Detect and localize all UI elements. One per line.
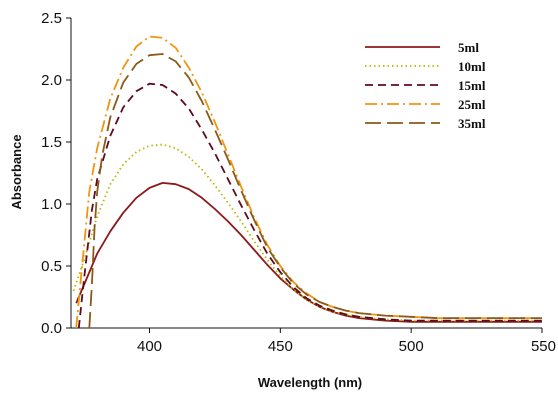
y-tick-label: 1.0 (41, 196, 62, 213)
legend-label-25ml: 25ml (458, 97, 486, 112)
legend-label-10ml: 10ml (458, 59, 486, 74)
y-tick-label: 2.5 (41, 10, 62, 27)
y-tick-label: 2.0 (41, 72, 62, 89)
series-line-10ml (72, 143, 542, 322)
y-tick-label: 0.0 (41, 320, 62, 337)
legend-label-15ml: 15ml (458, 78, 486, 93)
series-lines (72, 35, 542, 329)
series-line-5ml (75, 182, 542, 323)
y-tick-label: 0.5 (41, 258, 62, 275)
series-line-15ml (77, 82, 542, 329)
x-tick-label: 550 (531, 338, 556, 355)
series-line-35ml (88, 53, 542, 329)
axes (66, 17, 543, 333)
x-tick-label: 400 (137, 338, 162, 355)
x-tick-label: 450 (268, 338, 293, 355)
y-axis-title: Absorbance (9, 134, 24, 209)
legend-label-35ml: 35ml (458, 116, 486, 131)
x-axis-title: Wavelength (nm) (258, 375, 362, 390)
legend-label-5ml: 5ml (458, 40, 479, 55)
legend: 5ml 10ml 15ml 25ml 35ml (365, 40, 486, 131)
y-tick-label: 1.5 (41, 134, 62, 151)
x-tick-label: 500 (399, 338, 424, 355)
tick-labels: 0.0 0.5 1.0 1.5 2.0 2.5 400 450 500 550 (41, 10, 556, 355)
